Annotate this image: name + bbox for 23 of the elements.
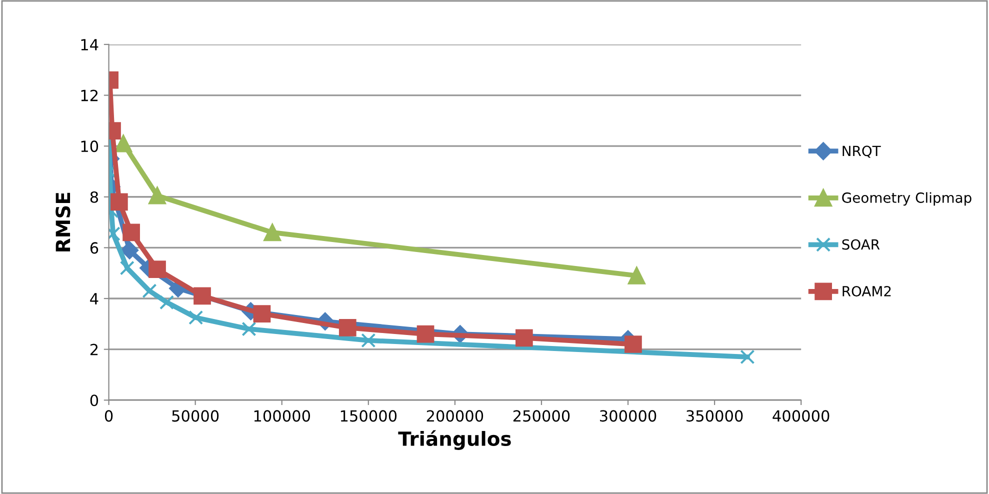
legend-label: NRQT	[842, 146, 881, 158]
y-tick-label: 14	[81, 39, 98, 50]
x-tick-label: 350000	[686, 410, 743, 422]
x-axis-title: Triángulos	[398, 430, 511, 450]
legend-label: SOAR	[842, 239, 880, 250]
x-tick-label: 150000	[340, 410, 397, 422]
x-tick-label: 200000	[426, 410, 484, 422]
legend-label: ROAM2	[842, 286, 891, 296]
x-tick-label: 250000	[513, 410, 570, 422]
y-axis-title: RMSE	[56, 192, 70, 252]
x-tick-label: 400000	[772, 410, 830, 422]
x-tick-label: 100000	[254, 410, 310, 422]
y-tick-label: 4	[90, 293, 98, 304]
y-tick-label: 6	[90, 242, 98, 254]
y-tick-label: 8	[90, 191, 98, 203]
y-tick-label: 2	[90, 344, 98, 356]
y-tick-label: 0	[90, 394, 98, 406]
x-tick-label: 50000	[172, 410, 219, 422]
y-tick-label: 10	[81, 140, 98, 152]
legend-label: Geometry Clipmap	[842, 192, 972, 206]
x-tick-label: 0	[104, 410, 113, 422]
x-tick-label: 300000	[600, 410, 656, 422]
y-tick-label: 12	[81, 90, 98, 102]
